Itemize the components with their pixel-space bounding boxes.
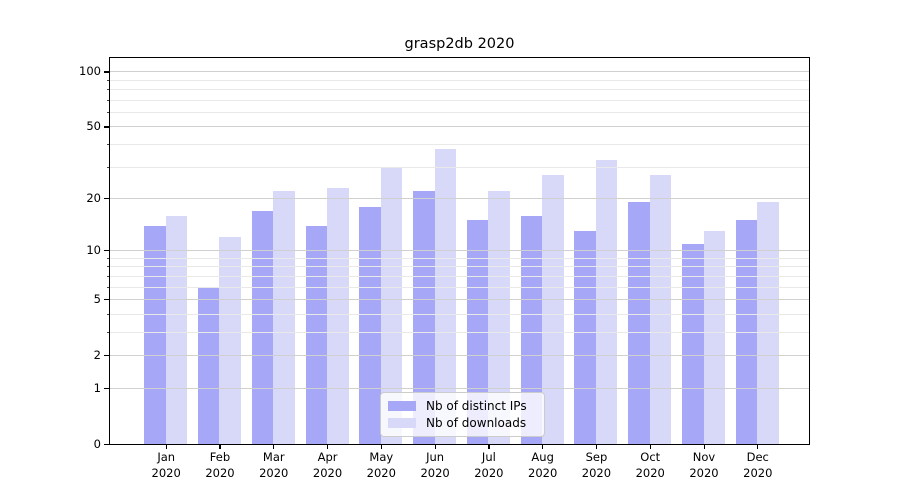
x-tick-label-jan: Jan 2020 bbox=[151, 450, 181, 480]
x-tick-label-sep: Sep 2020 bbox=[581, 450, 612, 480]
x-tick-mark-feb bbox=[219, 444, 221, 449]
bar-downloads-dec bbox=[757, 202, 779, 444]
x-tick-mark-jul bbox=[488, 444, 490, 449]
y-tick-label-2: 2 bbox=[93, 347, 101, 362]
legend-swatch-downloads bbox=[388, 417, 416, 428]
x-tick-mark-jan bbox=[165, 444, 167, 449]
y-tick-mark-minor-60 bbox=[107, 112, 110, 114]
y-tick-label-5: 5 bbox=[93, 292, 101, 307]
y-tick-mark-minor-9 bbox=[107, 257, 110, 259]
x-tick-mark-aug bbox=[542, 444, 544, 449]
x-tick-label-mar: Mar 2020 bbox=[259, 450, 289, 480]
y-tick-mark-minor-30 bbox=[107, 166, 110, 168]
legend-swatch-distinct-ips bbox=[388, 401, 416, 412]
y-tick-mark-minor-40 bbox=[107, 144, 110, 146]
y-tick-mark-minor-70 bbox=[107, 99, 110, 101]
x-tick-label-may: May 2020 bbox=[366, 450, 396, 480]
y-tick-label-1: 1 bbox=[93, 380, 101, 395]
bar-downloads-aug bbox=[542, 175, 564, 444]
plot-area bbox=[109, 57, 810, 445]
bar-distinct-ips-nov bbox=[682, 243, 704, 444]
bar-downloads-mar bbox=[273, 191, 295, 444]
x-tick-mark-sep bbox=[595, 444, 598, 449]
y-tick-mark-1 bbox=[104, 387, 110, 389]
y-tick-mark-10 bbox=[104, 250, 110, 252]
x-tick-label-jul: Jul 2020 bbox=[474, 450, 504, 480]
y-tick-mark-100 bbox=[104, 71, 110, 73]
bar-distinct-ips-sep bbox=[574, 231, 596, 444]
y-tick-label-20: 20 bbox=[86, 191, 101, 206]
y-tick-mark-0 bbox=[104, 443, 110, 445]
x-tick-mark-nov bbox=[703, 444, 705, 449]
x-tick-label-apr: Apr 2020 bbox=[312, 450, 343, 480]
bar-downloads-jun bbox=[434, 148, 457, 444]
bar-distinct-ips-jun bbox=[413, 191, 435, 444]
x-tick-label-feb: Feb 2020 bbox=[205, 450, 235, 480]
y-tick-mark-minor-8 bbox=[107, 266, 110, 268]
y-tick-mark-2 bbox=[104, 354, 110, 357]
x-tick-label-jun: Jun 2020 bbox=[420, 450, 450, 480]
bars-layer bbox=[110, 58, 809, 444]
x-tick-label-dec: Dec 2020 bbox=[743, 450, 773, 480]
x-tick-mark-may bbox=[380, 444, 382, 449]
y-tick-mark-minor-90 bbox=[107, 79, 110, 81]
legend-label-distinct-ips: Nb of distinct IPs bbox=[426, 399, 527, 414]
bar-downloads-jul bbox=[488, 191, 510, 444]
bar-downloads-may bbox=[380, 167, 403, 444]
bar-downloads-oct bbox=[649, 175, 672, 444]
x-tick-label-nov: Nov 2020 bbox=[689, 450, 719, 480]
y-tick-mark-minor-80 bbox=[107, 89, 110, 91]
y-tick-mark-minor-6 bbox=[107, 286, 110, 288]
bar-distinct-ips-apr bbox=[305, 225, 328, 444]
x-tick-mark-oct bbox=[649, 444, 651, 449]
y-tick-mark-minor-3 bbox=[107, 331, 110, 333]
legend-label-downloads: Nb of downloads bbox=[426, 415, 527, 430]
y-tick-label-10: 10 bbox=[86, 243, 101, 258]
bar-distinct-ips-aug bbox=[520, 215, 543, 444]
legend: Nb of distinct IPs Nb of downloads bbox=[380, 392, 545, 437]
bar-distinct-ips-may bbox=[359, 206, 381, 444]
chart-title: grasp2db 2020 bbox=[404, 36, 515, 52]
y-tick-label-50: 50 bbox=[86, 119, 101, 134]
legend-item-downloads: Nb of downloads bbox=[388, 415, 537, 432]
bar-distinct-ips-mar bbox=[251, 210, 274, 444]
y-tick-mark-50 bbox=[104, 126, 110, 128]
bar-distinct-ips-feb bbox=[197, 287, 220, 444]
bar-downloads-nov bbox=[703, 231, 725, 444]
y-tick-label-0: 0 bbox=[93, 436, 101, 451]
bar-downloads-sep bbox=[595, 159, 618, 444]
x-tick-label-oct: Oct 2020 bbox=[635, 450, 665, 480]
x-tick-mark-jun bbox=[434, 444, 436, 449]
x-tick-label-aug: Aug 2020 bbox=[528, 450, 558, 480]
bar-downloads-jan bbox=[165, 215, 188, 444]
y-tick-mark-minor-7 bbox=[107, 275, 110, 277]
bar-downloads-apr bbox=[327, 187, 349, 444]
y-tick-mark-20 bbox=[104, 198, 110, 200]
x-tick-mark-apr bbox=[327, 444, 329, 449]
bar-distinct-ips-jan bbox=[144, 225, 166, 444]
legend-item-distinct-ips: Nb of distinct IPs bbox=[388, 398, 537, 415]
bar-distinct-ips-dec bbox=[735, 220, 758, 444]
bar-downloads-feb bbox=[219, 237, 241, 444]
y-tick-mark-minor-4 bbox=[107, 313, 110, 315]
x-tick-mark-mar bbox=[273, 444, 275, 449]
x-tick-mark-dec bbox=[757, 444, 759, 449]
bar-distinct-ips-oct bbox=[628, 202, 650, 444]
y-tick-label-100: 100 bbox=[79, 64, 101, 79]
y-tick-mark-5 bbox=[104, 299, 110, 301]
